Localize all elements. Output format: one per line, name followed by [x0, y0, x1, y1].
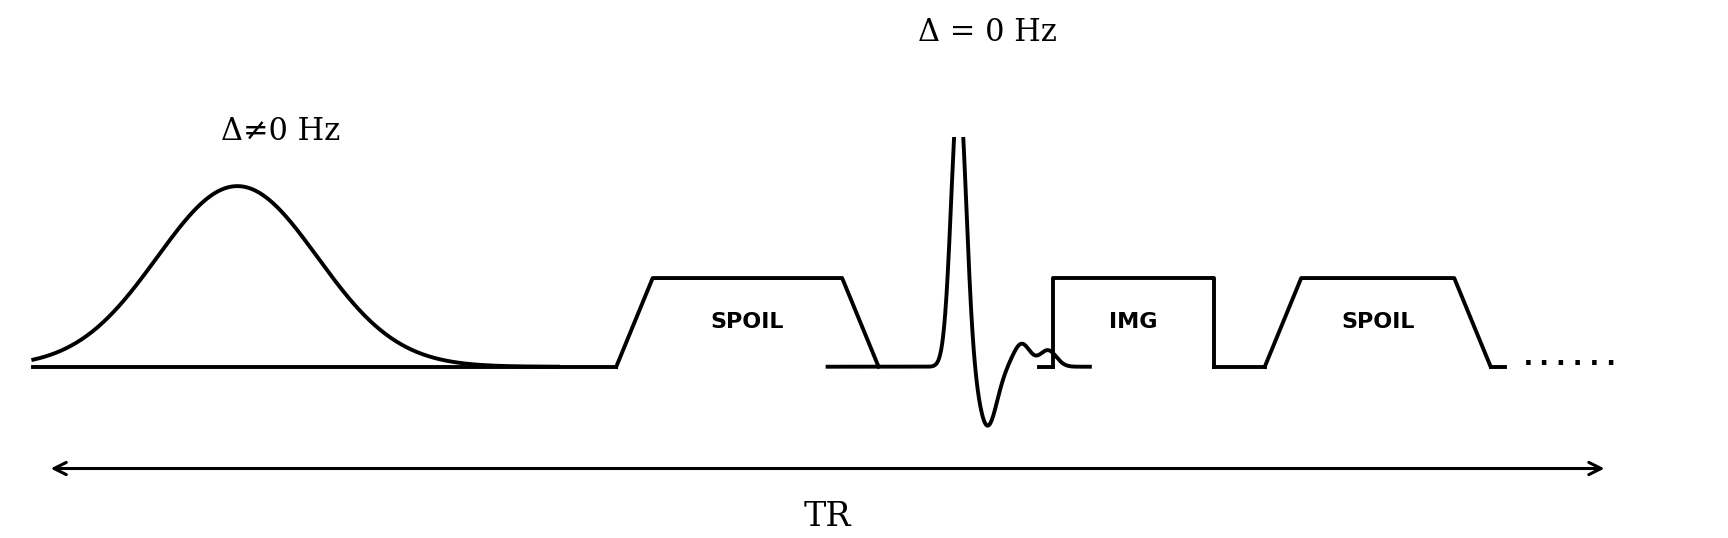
Text: TR: TR	[804, 501, 852, 533]
Text: SPOIL: SPOIL	[710, 313, 785, 332]
Text: SPOIL: SPOIL	[1341, 313, 1415, 332]
Text: IMG: IMG	[1109, 313, 1158, 332]
Text: Δ≠0 Hz: Δ≠0 Hz	[221, 116, 340, 147]
Text: Δ = 0 Hz: Δ = 0 Hz	[919, 17, 1058, 48]
Text: ......: ......	[1521, 343, 1621, 371]
